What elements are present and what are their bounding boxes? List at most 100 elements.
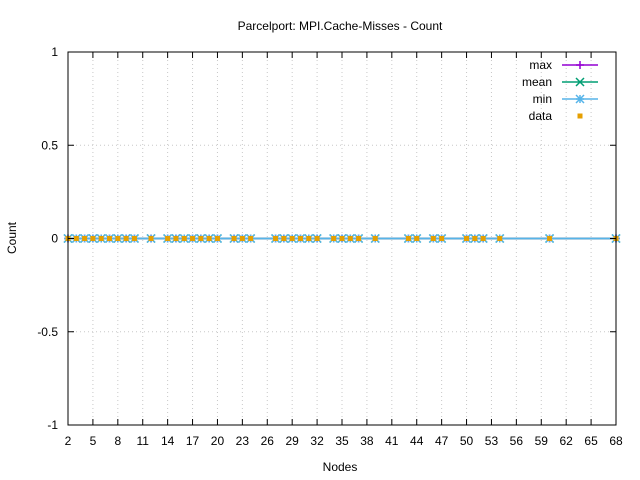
data-point-data [464, 236, 470, 241]
x-tick-label: 56 [510, 434, 524, 448]
data-point-data [472, 236, 478, 241]
x-tick-label: 29 [286, 434, 300, 448]
legend-entry-min: min [533, 92, 598, 106]
x-tick-label: 5 [90, 434, 97, 448]
marker-dot [90, 236, 96, 241]
data-point-data [414, 236, 420, 241]
x-axis-label: Nodes [323, 460, 358, 474]
legend-entry-data: data [529, 109, 583, 123]
legend-entry-mean: mean [522, 75, 598, 89]
data-point-data [405, 236, 411, 241]
x-tick-label: 62 [560, 434, 574, 448]
y-tick-label: -0.5 [37, 325, 58, 339]
marker-dot [480, 236, 486, 241]
marker-dot [289, 236, 295, 241]
marker-dot [405, 236, 411, 241]
data-point-data [430, 236, 436, 241]
marker-dot [430, 236, 436, 241]
data-point-data [214, 236, 220, 241]
data-point-data [497, 236, 503, 241]
marker-dot [314, 236, 320, 241]
marker-dot [181, 236, 187, 241]
marker-dot [98, 236, 104, 241]
chart-title: Parcelport: MPI.Cache-Misses - Count [238, 19, 443, 33]
data-point-data [480, 236, 486, 241]
data-point-data [306, 236, 312, 241]
data-point-data [314, 236, 320, 241]
x-tick-label: 35 [335, 434, 349, 448]
y-tick-label: 0.5 [41, 138, 58, 152]
data-point-data [123, 236, 129, 241]
y-tick-label: -1 [47, 418, 58, 432]
legend-label: mean [522, 75, 552, 89]
data-point-data [231, 236, 237, 241]
marker-dot [331, 236, 337, 241]
data-point-data [173, 236, 179, 241]
data-point-data [206, 236, 212, 241]
y-axis-label: Count [5, 221, 19, 254]
x-tick-label: 8 [114, 434, 121, 448]
legend-label: min [533, 92, 552, 106]
marker-dot [107, 236, 113, 241]
data-point-data [198, 236, 204, 241]
data-point-data [98, 236, 104, 241]
data-point-data [547, 236, 553, 241]
data-point-data [181, 236, 187, 241]
axes: 2 5 8 11 14 17 20 23 26 29 32 35 38 41 44 47 50 53 56 59 62 6… [37, 45, 623, 448]
marker-dot [214, 236, 220, 241]
x-tick-label: 65 [584, 434, 598, 448]
x-tick-label: 47 [435, 434, 449, 448]
legend-label: data [529, 109, 553, 123]
data-point-data [73, 236, 79, 241]
marker-dot [173, 236, 179, 241]
x-tick-label: 2 [65, 434, 72, 448]
x-tick-label: 32 [310, 434, 324, 448]
marker-dot [123, 236, 129, 241]
legend-marker [575, 94, 585, 104]
x-tick-label: 14 [161, 434, 175, 448]
marker-dot [297, 236, 303, 241]
x-tick-label: 17 [186, 434, 200, 448]
legend-label: max [529, 58, 552, 72]
data-point-data [82, 236, 88, 241]
marker-stroke [575, 94, 585, 104]
data-point-data [131, 236, 137, 241]
marker-dot [439, 236, 445, 241]
marker-dot [131, 236, 137, 241]
data-point-data [148, 236, 154, 241]
y-tick-label: 0 [51, 232, 58, 246]
data-point-data [289, 236, 295, 241]
legend-marker [576, 61, 584, 69]
marker-dot [281, 236, 287, 241]
data-point-data [90, 236, 96, 241]
marker-stroke [575, 77, 585, 87]
marker-dot [148, 236, 154, 241]
x-tick-label: 53 [485, 434, 499, 448]
data-point-data [331, 236, 337, 241]
data-point-data [239, 236, 245, 241]
marker-dot [239, 236, 245, 241]
marker-dot [231, 236, 237, 241]
y-tick-label: 1 [51, 45, 58, 59]
marker-dot [273, 236, 279, 241]
data-point-data [297, 236, 303, 241]
marker-dot [414, 236, 420, 241]
x-tick-label: 68 [609, 434, 623, 448]
x-tick-label: 23 [236, 434, 250, 448]
marker-dot [339, 236, 345, 241]
marker-dot [248, 236, 254, 241]
data-point-data [439, 236, 445, 241]
legend-marker [577, 113, 583, 119]
legend-entry-max: max [529, 58, 598, 72]
marker-dot [372, 236, 378, 241]
marker-dot [472, 236, 478, 241]
data-point-data [339, 236, 345, 241]
x-tick-label: 44 [410, 434, 424, 448]
series-layer [63, 233, 621, 244]
marker-dot [347, 236, 353, 241]
marker-dot [165, 236, 171, 241]
legend-marker [575, 77, 585, 87]
x-tick-label: 50 [460, 434, 474, 448]
